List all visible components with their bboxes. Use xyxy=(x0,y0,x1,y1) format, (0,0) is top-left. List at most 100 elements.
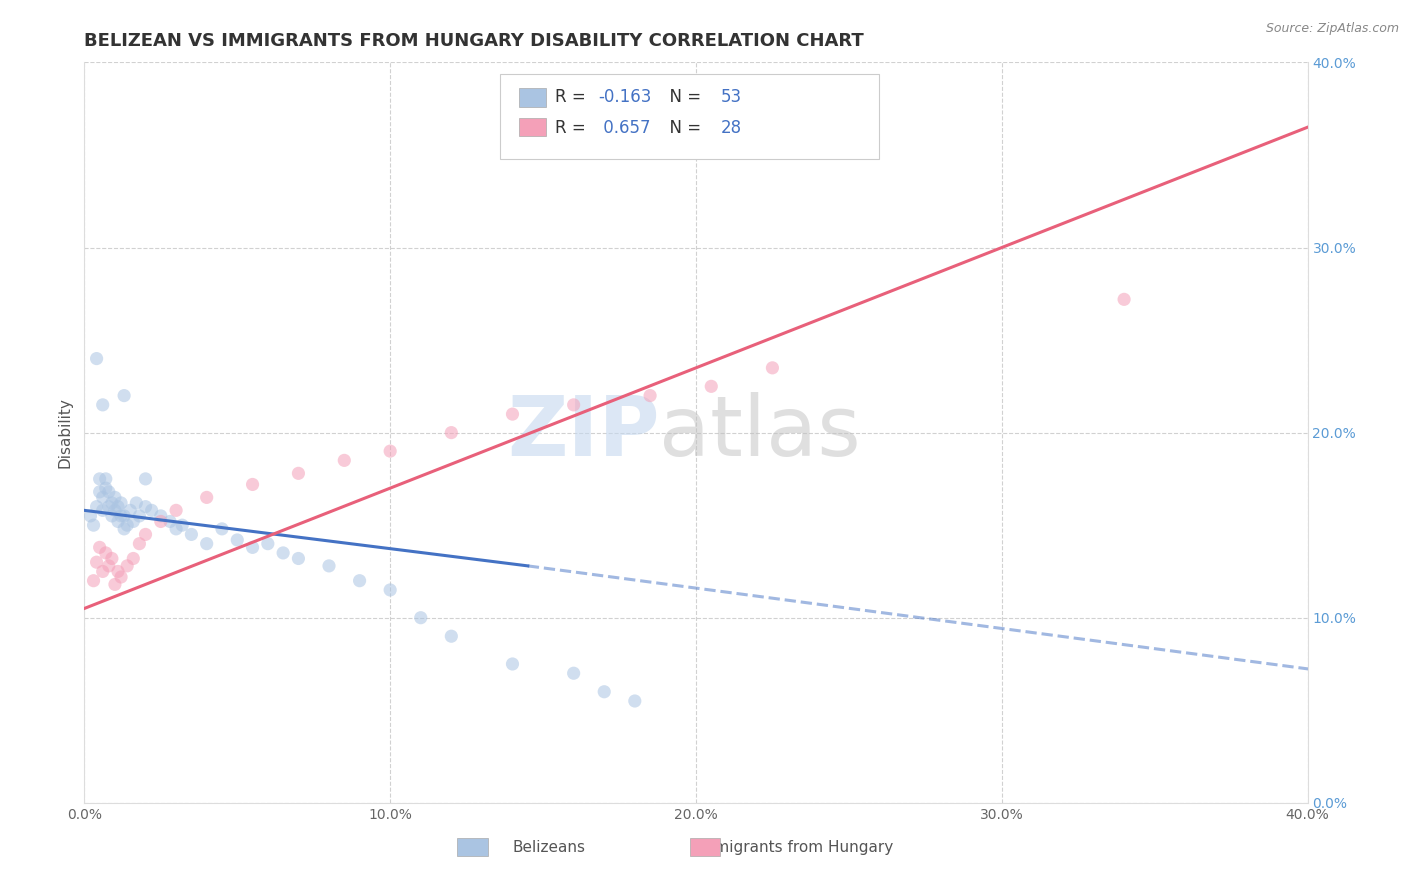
Point xyxy=(562,398,585,412)
Point xyxy=(101,496,124,510)
Point xyxy=(101,551,124,566)
Point xyxy=(79,508,101,523)
Point xyxy=(211,522,233,536)
Point xyxy=(195,491,218,505)
Point xyxy=(115,518,138,533)
Point xyxy=(380,444,402,458)
Text: 0.657: 0.657 xyxy=(598,119,651,136)
Point xyxy=(165,503,187,517)
Point xyxy=(91,503,114,517)
Text: N =: N = xyxy=(659,88,707,106)
Point xyxy=(101,508,124,523)
Point xyxy=(83,518,105,533)
Point xyxy=(226,533,249,547)
Point xyxy=(94,546,117,560)
FancyBboxPatch shape xyxy=(519,88,546,107)
Point xyxy=(86,555,108,569)
Point xyxy=(562,666,585,681)
Point xyxy=(159,515,181,529)
Point xyxy=(761,360,783,375)
Point xyxy=(91,398,114,412)
Point xyxy=(107,500,129,514)
Point xyxy=(440,629,463,643)
Point xyxy=(593,685,616,699)
Point xyxy=(107,515,129,529)
Point xyxy=(110,496,132,510)
Point xyxy=(242,477,264,491)
Point xyxy=(638,388,661,402)
Point xyxy=(287,551,309,566)
Point xyxy=(104,503,127,517)
Point xyxy=(287,467,309,481)
Text: ZIP: ZIP xyxy=(506,392,659,473)
Point xyxy=(502,407,524,421)
Point xyxy=(112,522,135,536)
FancyBboxPatch shape xyxy=(457,838,488,856)
Point xyxy=(380,582,402,597)
Point xyxy=(110,570,132,584)
Point xyxy=(502,657,524,671)
Point xyxy=(97,558,120,573)
Point xyxy=(94,481,117,495)
Text: Immigrants from Hungary: Immigrants from Hungary xyxy=(695,839,893,855)
Point xyxy=(91,565,114,579)
Text: atlas: atlas xyxy=(659,392,860,473)
Point xyxy=(128,536,150,550)
Point xyxy=(349,574,371,588)
Point xyxy=(141,503,163,517)
Point xyxy=(97,500,120,514)
Text: R =: R = xyxy=(555,88,592,106)
Point xyxy=(128,508,150,523)
Point xyxy=(112,508,135,523)
Point xyxy=(257,536,280,550)
Point xyxy=(89,484,111,499)
Point xyxy=(122,551,145,566)
Point xyxy=(180,527,202,541)
Point xyxy=(104,577,127,591)
Point xyxy=(195,536,218,550)
Point xyxy=(271,546,294,560)
Point xyxy=(242,541,264,555)
Point xyxy=(94,472,117,486)
Point xyxy=(318,558,340,573)
Point xyxy=(125,496,148,510)
Point xyxy=(135,500,157,514)
Point xyxy=(120,503,142,517)
Point xyxy=(333,453,356,467)
FancyBboxPatch shape xyxy=(519,118,546,136)
Text: 28: 28 xyxy=(720,119,741,136)
Point xyxy=(97,484,120,499)
Point xyxy=(135,472,157,486)
Point xyxy=(104,491,127,505)
Point xyxy=(135,527,157,541)
Point xyxy=(172,518,194,533)
Point xyxy=(89,472,111,486)
Point xyxy=(107,565,129,579)
Point xyxy=(86,500,108,514)
Point xyxy=(89,541,111,555)
Point xyxy=(86,351,108,366)
Text: 53: 53 xyxy=(720,88,741,106)
Point xyxy=(1114,293,1136,307)
Point xyxy=(149,508,172,523)
Point xyxy=(624,694,647,708)
Text: -0.163: -0.163 xyxy=(598,88,651,106)
Point xyxy=(83,574,105,588)
Text: Belizeans: Belizeans xyxy=(513,839,586,855)
Text: N =: N = xyxy=(659,119,707,136)
Point xyxy=(440,425,463,440)
Point xyxy=(700,379,723,393)
FancyBboxPatch shape xyxy=(690,838,720,856)
Point xyxy=(149,515,172,529)
Point xyxy=(409,610,432,624)
Y-axis label: Disability: Disability xyxy=(58,397,73,468)
Text: R =: R = xyxy=(555,119,592,136)
Point xyxy=(110,508,132,523)
FancyBboxPatch shape xyxy=(501,73,880,159)
Point xyxy=(165,522,187,536)
Point xyxy=(115,558,138,573)
Point xyxy=(122,515,145,529)
Text: Source: ZipAtlas.com: Source: ZipAtlas.com xyxy=(1265,22,1399,36)
Text: BELIZEAN VS IMMIGRANTS FROM HUNGARY DISABILITY CORRELATION CHART: BELIZEAN VS IMMIGRANTS FROM HUNGARY DISA… xyxy=(84,32,865,50)
Point xyxy=(112,388,135,402)
